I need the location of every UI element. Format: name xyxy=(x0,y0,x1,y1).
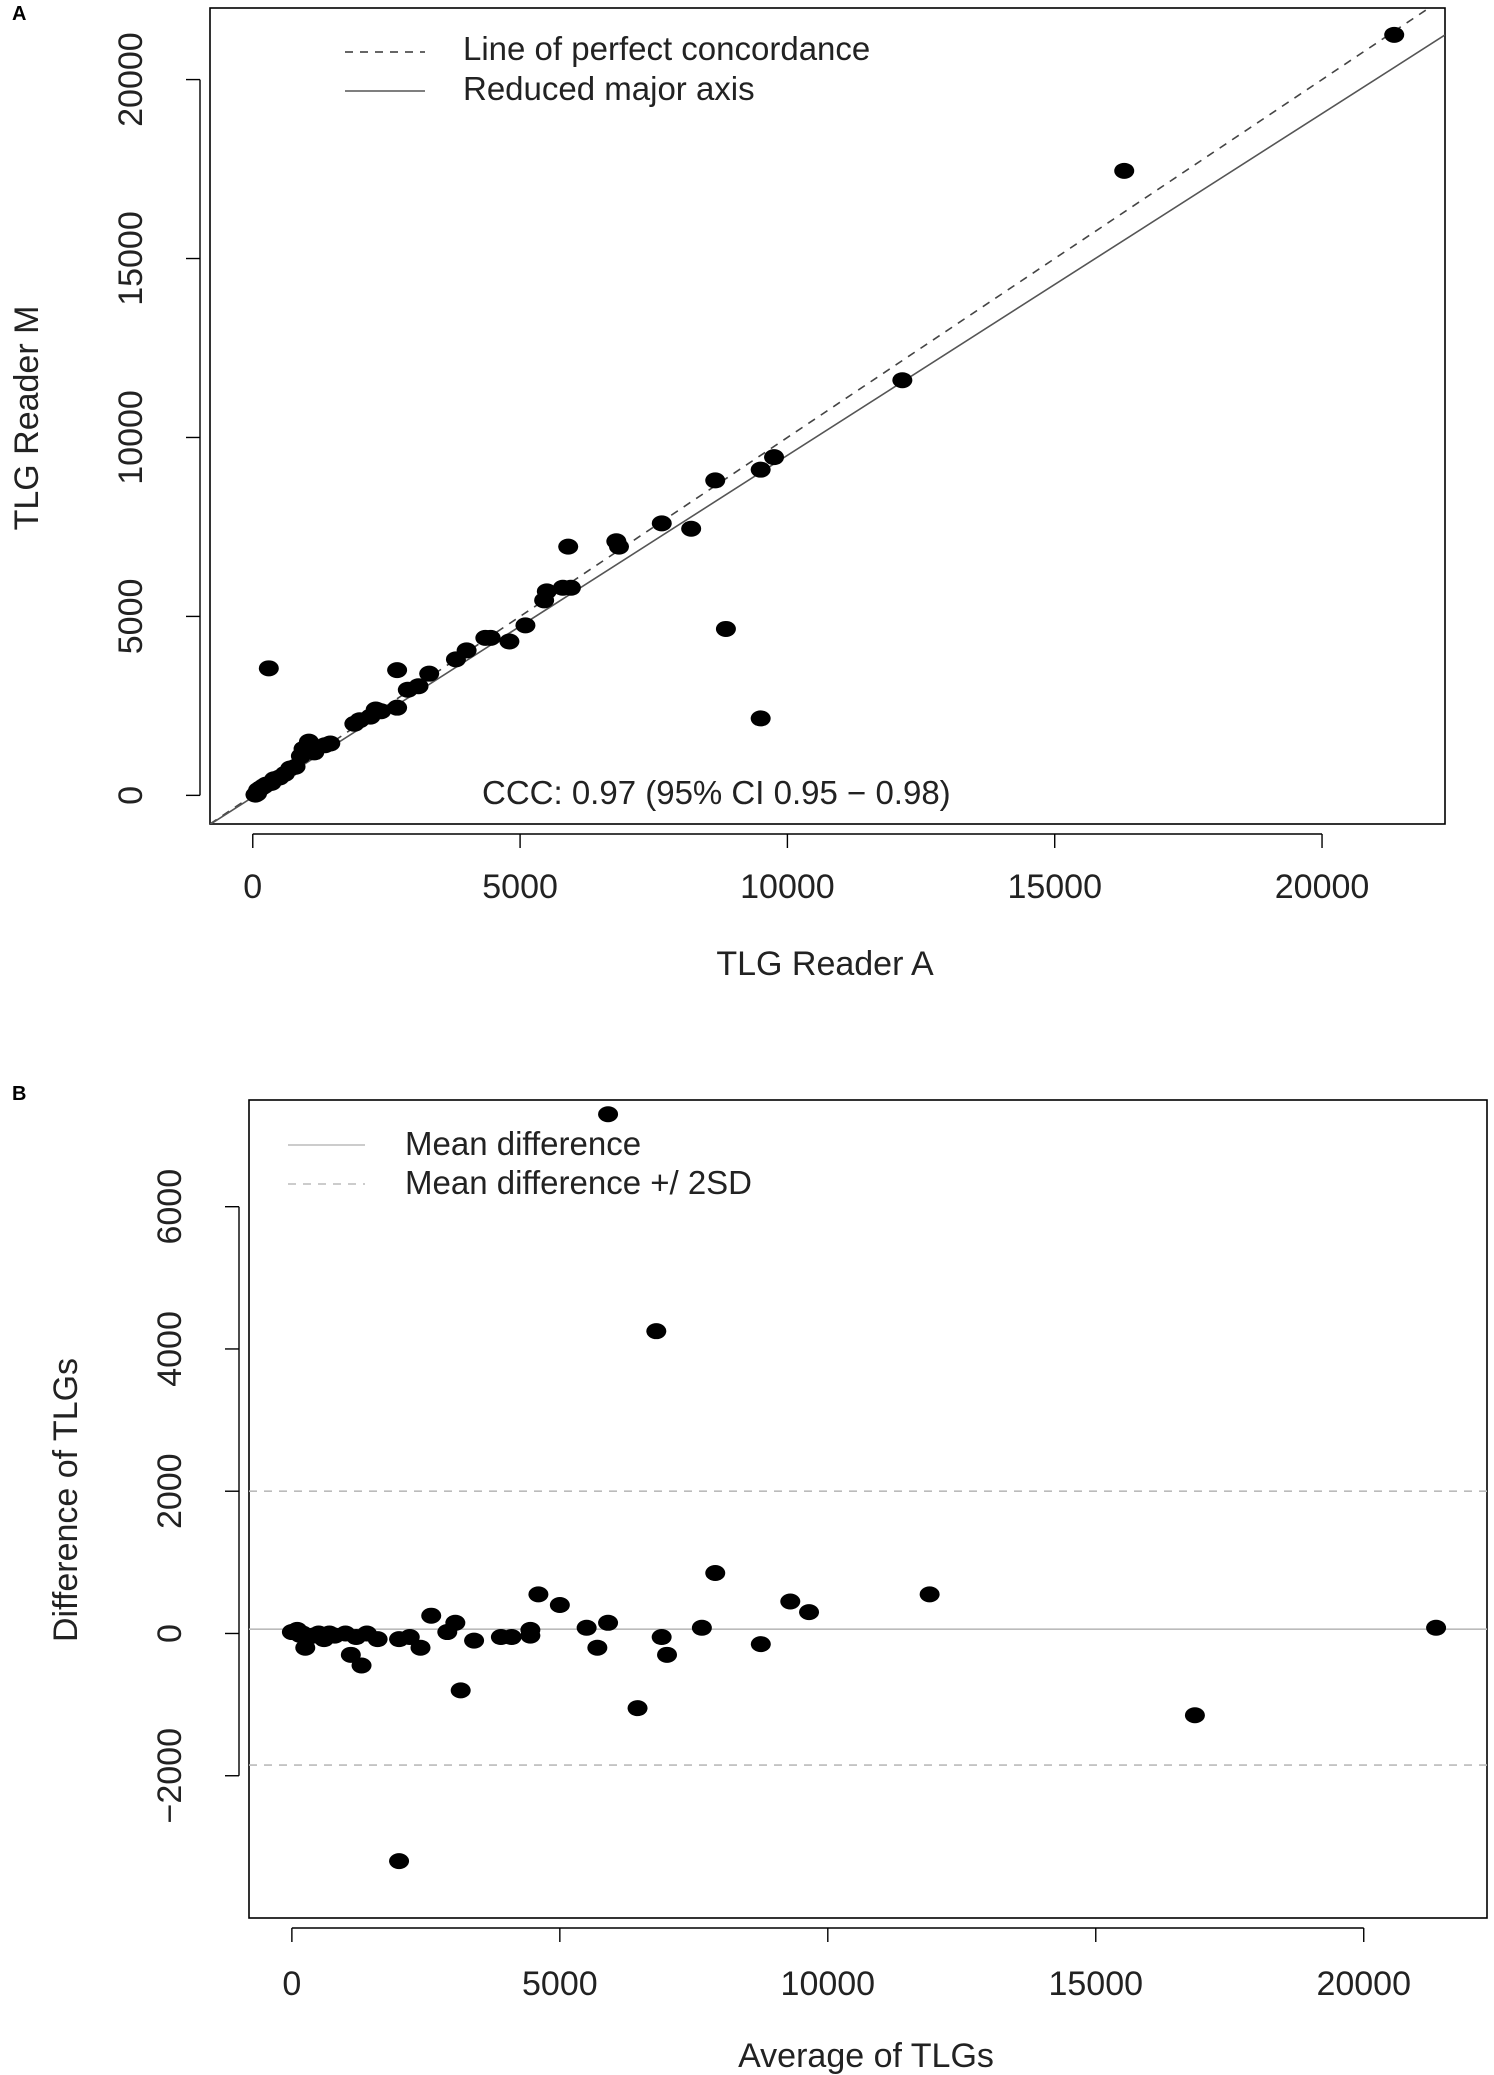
legend-label-mean-diff: Mean difference xyxy=(405,1125,641,1162)
plot-frame-b xyxy=(248,1099,1488,1919)
data-point xyxy=(499,633,520,650)
data-point xyxy=(340,1646,361,1663)
x-tick-label: 20000 xyxy=(1275,868,1370,906)
y-tick-label: 15000 xyxy=(112,211,150,306)
x-tick-label: 0 xyxy=(282,1965,301,2003)
data-point xyxy=(750,710,771,727)
data-point xyxy=(344,715,365,732)
x-tick-label: 10000 xyxy=(781,1965,876,2003)
y-tick-label: 0 xyxy=(151,1624,189,1643)
data-point xyxy=(552,579,573,596)
data-point xyxy=(421,1607,442,1624)
data-point xyxy=(892,372,913,389)
x-axis-title-b: Average of TLGs xyxy=(738,2037,994,2075)
y-tick-label: 5000 xyxy=(112,579,150,655)
data-point xyxy=(651,515,672,532)
data-point xyxy=(705,1565,726,1582)
data-point xyxy=(764,449,785,466)
data-point xyxy=(367,1631,388,1648)
x-tick-label: 10000 xyxy=(740,868,835,906)
data-point xyxy=(501,1629,522,1646)
y-axis-title-b: Difference of TLGs xyxy=(47,1358,85,1642)
data-point xyxy=(558,538,579,555)
data-point xyxy=(450,1682,471,1699)
x-axis-title-a: TLG Reader A xyxy=(716,945,934,983)
y-tick-label: 4000 xyxy=(151,1311,189,1387)
panel-a-label: A xyxy=(12,3,26,25)
data-point xyxy=(515,617,536,634)
data-point xyxy=(780,1593,801,1610)
data-point xyxy=(258,660,279,677)
y-tick-label: 6000 xyxy=(151,1169,189,1245)
x-tick-label: 20000 xyxy=(1316,1965,1411,2003)
x-tick-label: 15000 xyxy=(1007,868,1102,906)
data-point xyxy=(576,1619,597,1636)
data-point xyxy=(399,1629,420,1646)
data-point xyxy=(705,472,726,489)
ccc-annotation: CCC: 0.97 (95% CI 0.95 − 0.98) xyxy=(482,774,951,811)
legend-label-concordance: Line of perfect concordance xyxy=(463,30,870,67)
data-point xyxy=(598,1106,619,1123)
y-tick-label: −2000 xyxy=(151,1728,189,1824)
data-point xyxy=(520,1627,541,1644)
y-tick-label: 20000 xyxy=(112,32,150,127)
data-point xyxy=(651,1629,672,1646)
data-point xyxy=(419,665,440,682)
data-point xyxy=(464,1632,485,1649)
data-point xyxy=(691,1619,712,1636)
data-point xyxy=(534,592,555,609)
data-point xyxy=(389,1853,410,1870)
legend-label-rma: Reduced major axis xyxy=(463,70,755,107)
data-point xyxy=(587,1639,608,1656)
panel-b: B 0 5000 10000 15000 20000 −2000 0 2000 4000 600… xyxy=(12,1083,1488,2075)
data-point xyxy=(627,1700,648,1717)
plot-frame-a xyxy=(209,7,1446,825)
data-point xyxy=(799,1604,820,1621)
data-point xyxy=(646,1323,667,1340)
y-axis-title-a: TLG Reader M xyxy=(8,306,46,531)
data-point xyxy=(397,681,418,698)
y-tick-label: 2000 xyxy=(151,1453,189,1529)
data-point xyxy=(750,461,771,478)
data-point xyxy=(437,1624,458,1641)
panel-a: A 0 5000 10000 15000 20000 0 5000 10000 15000 20… xyxy=(8,3,1446,983)
data-point xyxy=(475,629,496,646)
data-point xyxy=(1114,162,1135,179)
data-point xyxy=(750,1636,771,1653)
data-point xyxy=(1184,1707,1205,1724)
data-point xyxy=(410,1639,431,1656)
y-tick-label: 0 xyxy=(112,786,150,805)
x-tick-label: 5000 xyxy=(482,868,558,906)
data-point xyxy=(1384,26,1405,43)
data-point xyxy=(681,520,702,537)
data-point xyxy=(245,786,266,803)
data-point xyxy=(549,1597,570,1614)
data-point xyxy=(608,538,629,555)
data-point xyxy=(1426,1619,1447,1636)
data-point xyxy=(715,620,736,637)
data-point xyxy=(445,651,466,668)
legend-label-2sd: Mean difference +/ 2SD xyxy=(405,1164,752,1201)
data-point xyxy=(919,1586,940,1603)
x-tick-label: 5000 xyxy=(522,1965,598,2003)
data-point xyxy=(528,1586,549,1603)
data-point xyxy=(387,699,408,716)
panel-b-label: B xyxy=(12,1083,26,1105)
x-tick-label: 0 xyxy=(243,868,262,906)
x-tick-label: 15000 xyxy=(1048,1965,1143,2003)
data-point xyxy=(657,1646,678,1663)
data-point xyxy=(387,662,408,679)
y-tick-label: 10000 xyxy=(112,390,150,485)
data-point xyxy=(351,1657,372,1674)
data-point xyxy=(598,1614,619,1631)
